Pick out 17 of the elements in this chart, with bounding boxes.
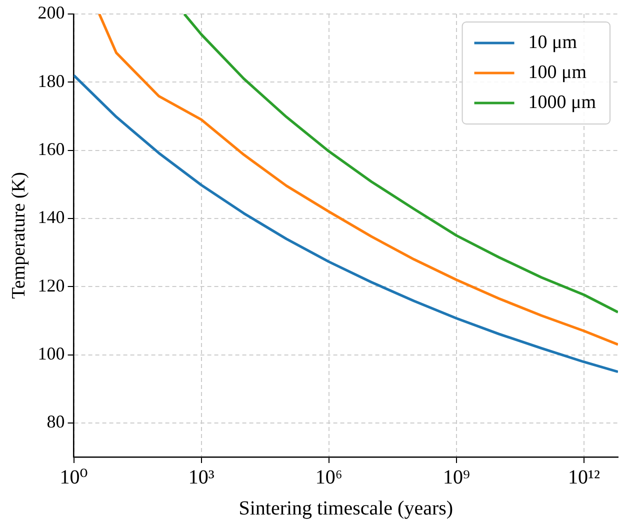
x-tick-label: 10⁶ [315, 466, 342, 488]
x-tick-label: 10¹² [568, 466, 600, 488]
y-tick-label: 100 [38, 344, 65, 364]
legend-label: 100 μm [528, 62, 587, 83]
y-tick-label: 120 [38, 275, 65, 296]
x-axis-title: Sintering timescale (years) [238, 497, 454, 520]
y-tick-label: 80 [46, 412, 65, 432]
y-tick-label: 140 [38, 207, 65, 228]
legend-label: 10 μm [528, 32, 578, 53]
y-tick-label: 160 [38, 139, 65, 160]
y-tick-label: 200 [38, 2, 65, 23]
legend-label: 1000 μm [528, 92, 596, 113]
x-tick-label: 10⁰ [60, 466, 88, 488]
y-tick-label: 180 [38, 70, 65, 91]
x-tick-label: 10⁹ [442, 466, 470, 488]
y-axis-title: Temperature (K) [8, 172, 30, 299]
x-tick-label: 10³ [188, 466, 214, 488]
